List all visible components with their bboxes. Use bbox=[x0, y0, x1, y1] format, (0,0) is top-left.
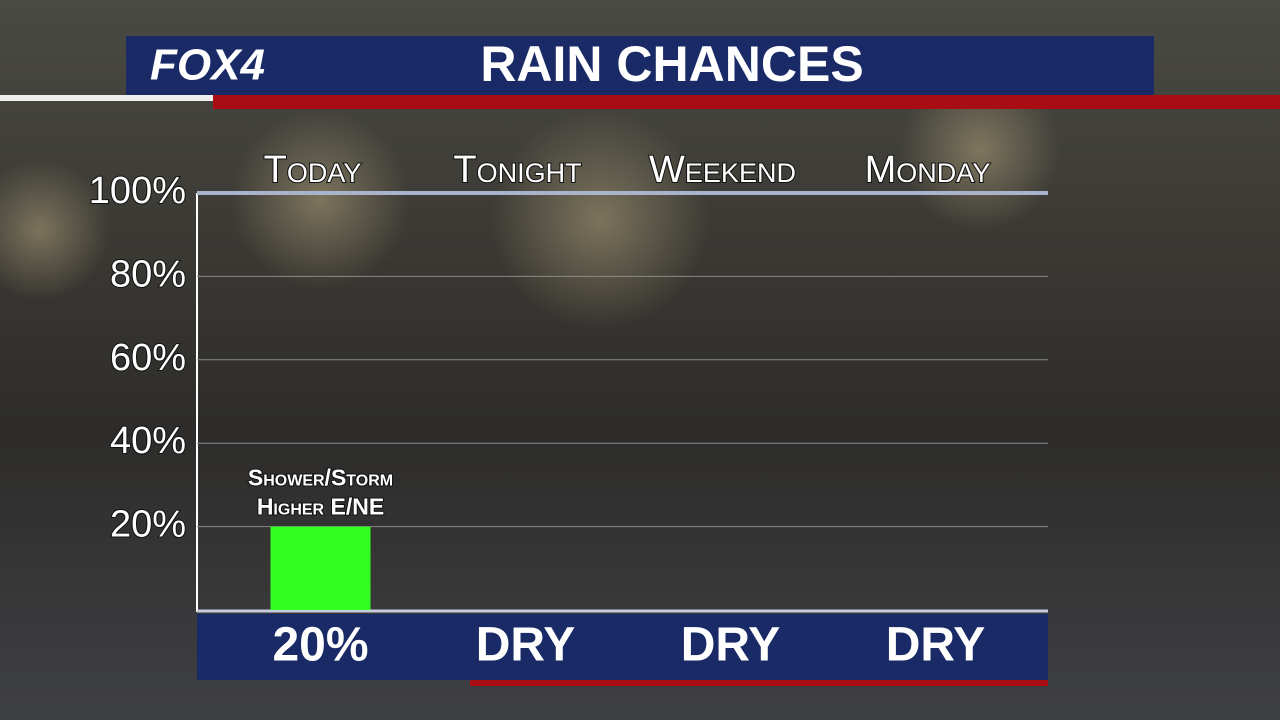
value-label: DRY bbox=[476, 619, 576, 672]
header-stripe bbox=[213, 95, 1280, 109]
category-label: Tonight bbox=[453, 149, 581, 191]
header-bar bbox=[126, 36, 1154, 95]
bokeh bbox=[230, 110, 410, 290]
value-label: DRY bbox=[886, 619, 986, 672]
y-tick-label: 20% bbox=[110, 504, 186, 546]
bokeh bbox=[0, 160, 110, 300]
bokeh bbox=[900, 70, 1060, 230]
bar bbox=[270, 526, 371, 610]
logo: FOX4 bbox=[150, 41, 265, 90]
chart-title: RAIN CHANCES bbox=[480, 36, 863, 92]
category-label: Weekend bbox=[649, 149, 796, 191]
bokeh bbox=[490, 110, 710, 330]
value-band-stripe bbox=[470, 680, 1048, 686]
y-tick-label: 100% bbox=[89, 170, 186, 212]
annotation: Shower/Storm bbox=[248, 465, 393, 491]
y-tick-label: 60% bbox=[110, 337, 186, 379]
category-label: Today bbox=[264, 149, 362, 191]
y-tick-label: 80% bbox=[110, 253, 186, 295]
value-label: DRY bbox=[681, 619, 781, 672]
category-label: Monday bbox=[865, 149, 991, 191]
annotation: Higher E/NE bbox=[257, 494, 384, 520]
value-band bbox=[197, 614, 1048, 680]
header-stripe bbox=[0, 95, 213, 101]
y-tick-label: 40% bbox=[110, 420, 186, 462]
value-label: 20% bbox=[272, 619, 368, 672]
